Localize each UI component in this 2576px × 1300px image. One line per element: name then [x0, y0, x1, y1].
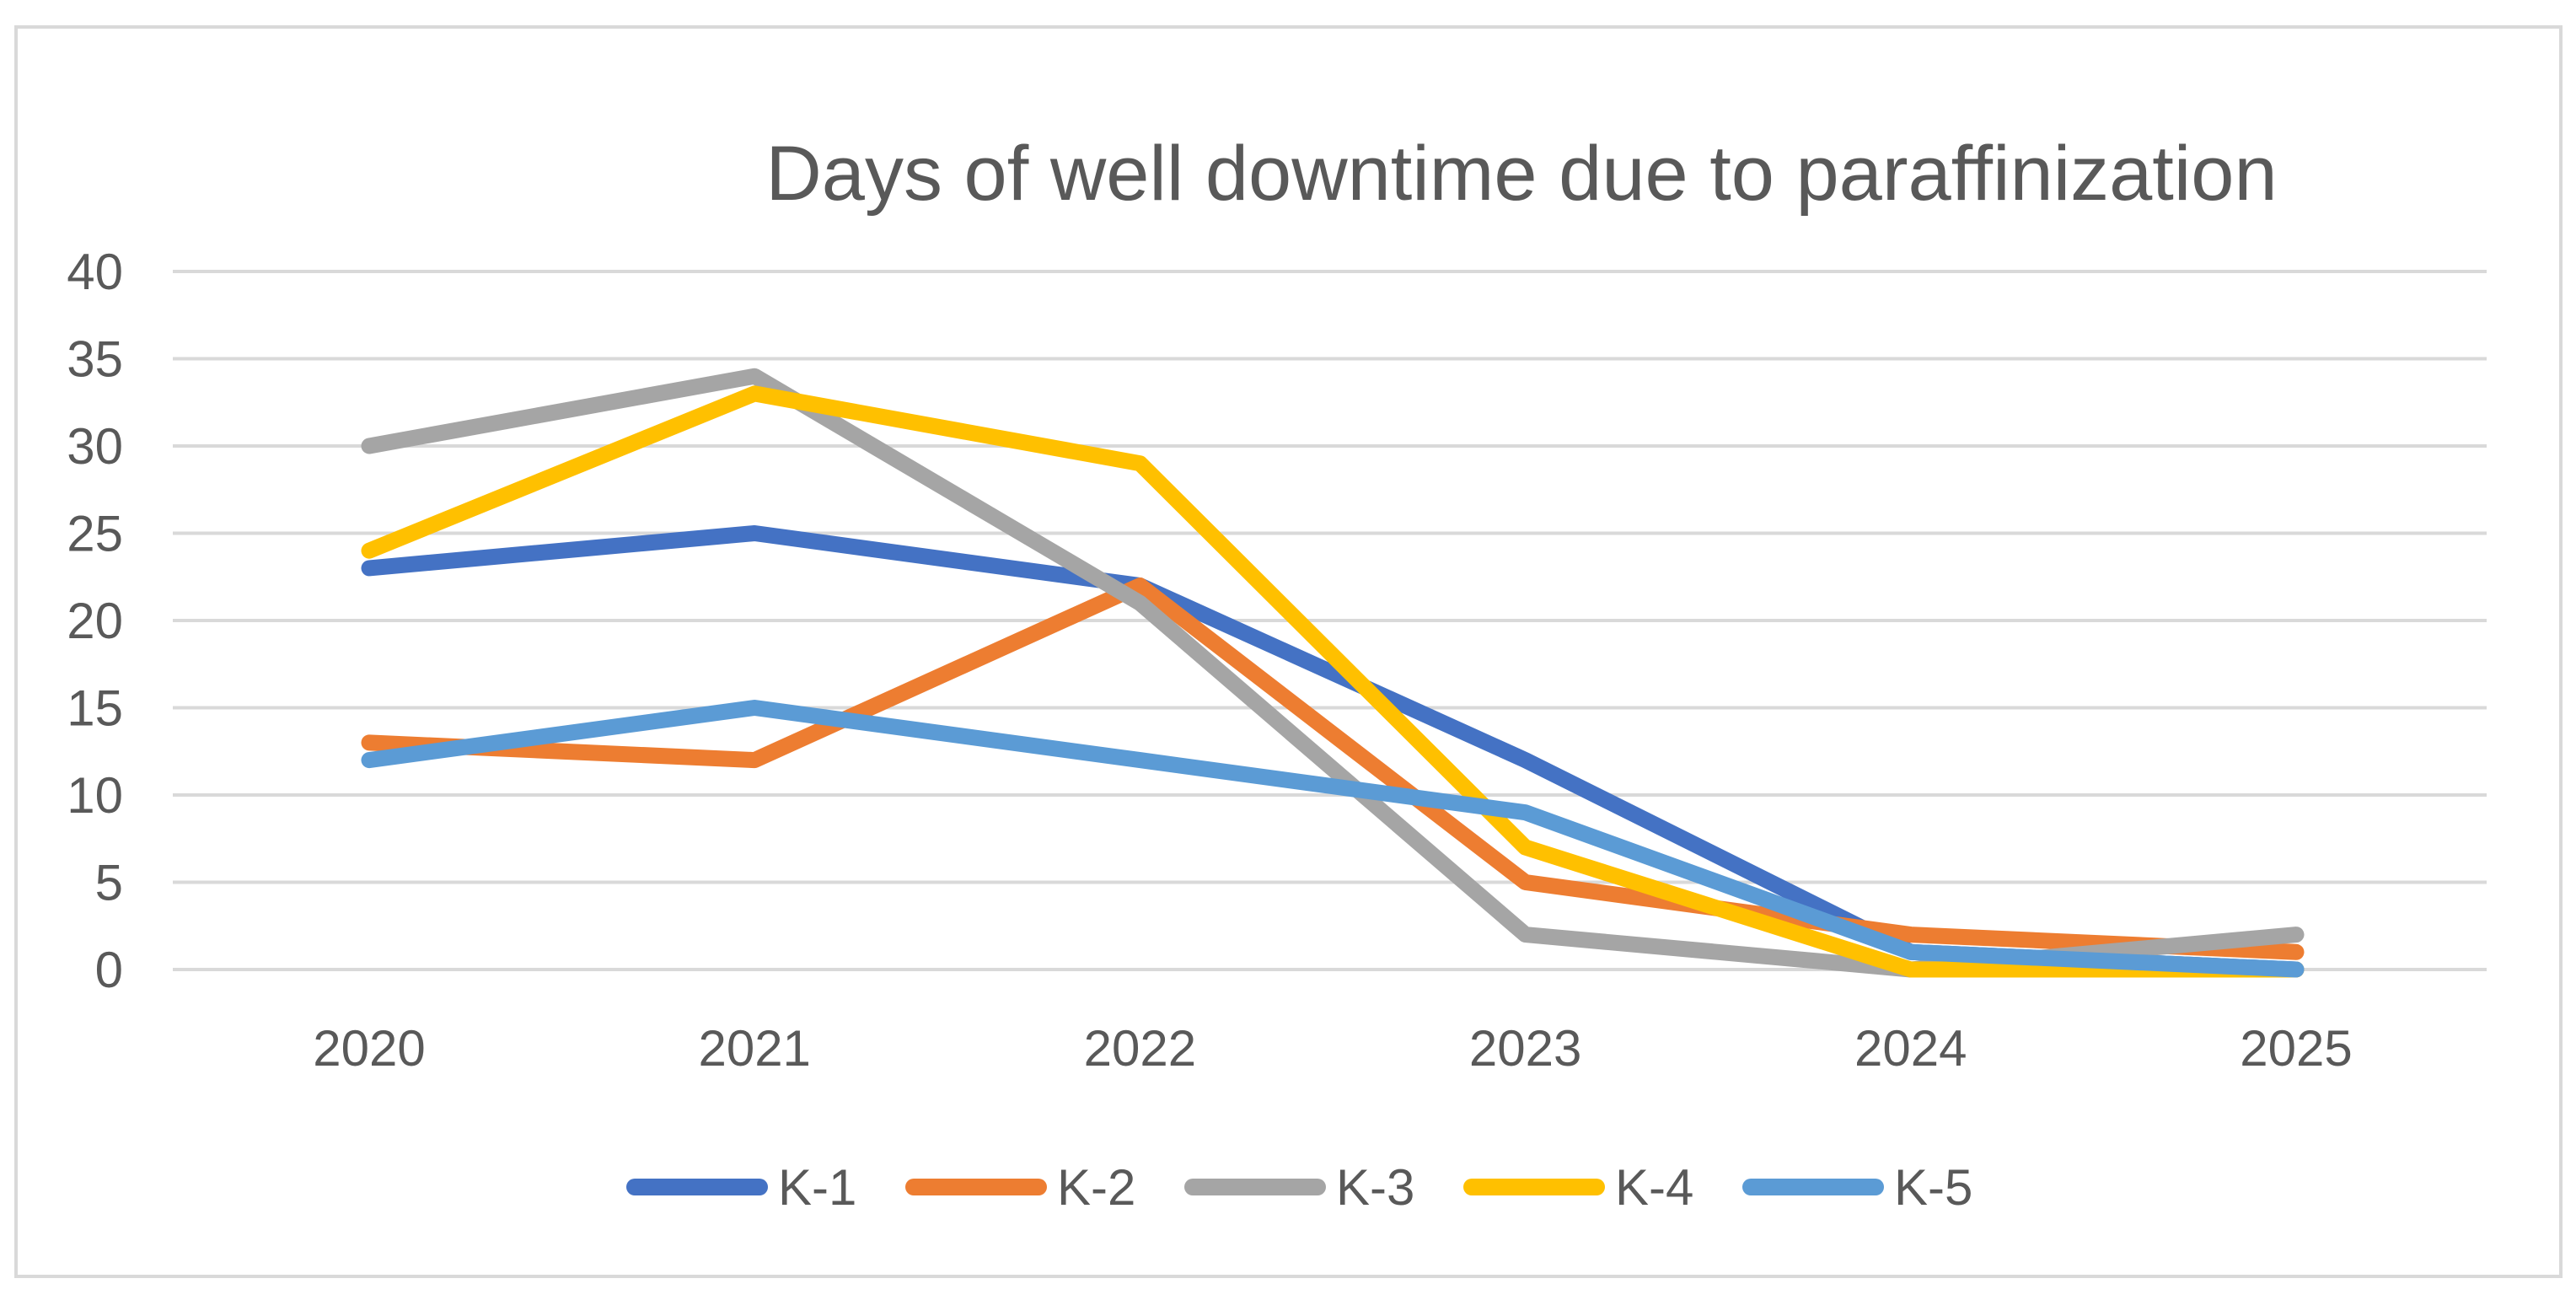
y-tick-label-0: 0: [95, 942, 123, 998]
y-tick-label-30: 30: [67, 418, 123, 475]
x-tick-label-2021: 2021: [698, 1020, 810, 1077]
y-tick-label-5: 5: [95, 855, 123, 911]
series-line-K-4: [361, 385, 2305, 978]
x-tick-label-2024: 2024: [1854, 1020, 1967, 1077]
legend-label-K-4: K-4: [1615, 1159, 1693, 1216]
y-tick-label-35: 35: [67, 331, 123, 388]
legend-label-K-5: K-5: [1894, 1159, 1972, 1216]
x-tick-label-2022: 2022: [1084, 1020, 1196, 1077]
y-tick-label-10: 10: [67, 767, 123, 824]
legend-label-K-1: K-1: [778, 1159, 856, 1216]
y-tick-label-20: 20: [67, 593, 123, 649]
y-tick-label-15: 15: [67, 680, 123, 737]
x-tick-label-2023: 2023: [1469, 1020, 1581, 1077]
y-tick-label-25: 25: [67, 506, 123, 562]
x-tick-label-2025: 2025: [2240, 1020, 2352, 1077]
x-tick-label-2020: 2020: [313, 1020, 425, 1077]
legend-label-K-3: K-3: [1336, 1159, 1414, 1216]
chart-title: Days of well downtime due to paraffiniza…: [765, 131, 2277, 217]
series-line-K-5: [361, 700, 2305, 978]
legend-label-K-2: K-2: [1057, 1159, 1135, 1216]
y-tick-label-40: 40: [67, 244, 123, 300]
series-line-K-2: [361, 577, 2305, 960]
